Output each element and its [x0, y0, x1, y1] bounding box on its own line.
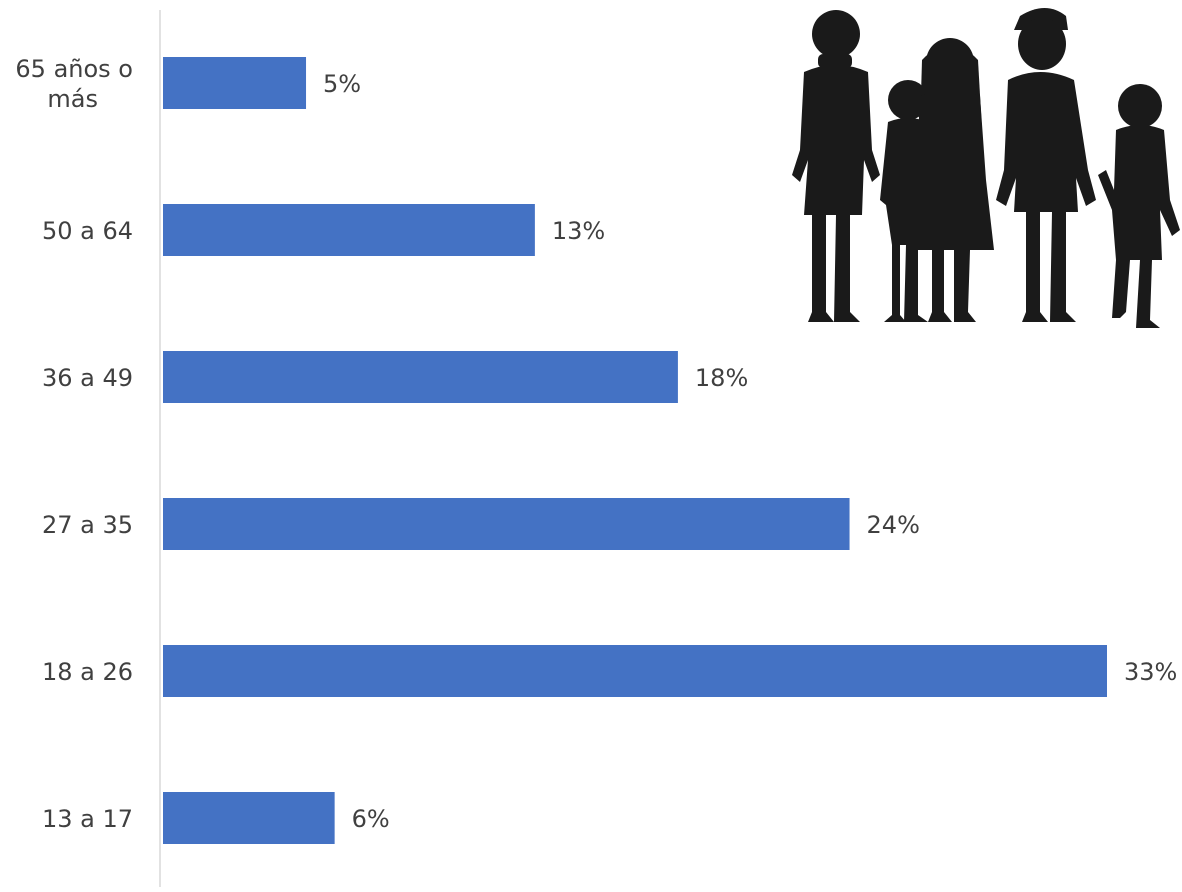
bar-2 [163, 204, 535, 256]
data-label: 18% [695, 364, 748, 392]
data-label: 6% [352, 805, 390, 833]
bar-1 [163, 57, 307, 109]
bar-5 [163, 645, 1107, 697]
data-label: 24% [867, 511, 920, 539]
data-label: 13% [552, 217, 605, 245]
category-label: 13 a 17 [42, 805, 133, 833]
bar-4 [163, 498, 850, 550]
data-label: 5% [323, 70, 361, 98]
bar-6 [163, 792, 335, 844]
category-label: 18 a 26 [42, 658, 133, 686]
category-label-line: más [47, 85, 98, 113]
category-label: 65 años o más [15, 55, 133, 113]
category-label-line: 65 años o [15, 55, 133, 83]
category-label: 27 a 35 [42, 511, 133, 539]
category-label: 36 a 49 [42, 364, 133, 392]
data-label: 33% [1124, 658, 1177, 686]
family-silhouette-icon [792, 8, 1180, 328]
category-label: 50 a 64 [42, 217, 133, 245]
bar-3 [163, 351, 678, 403]
